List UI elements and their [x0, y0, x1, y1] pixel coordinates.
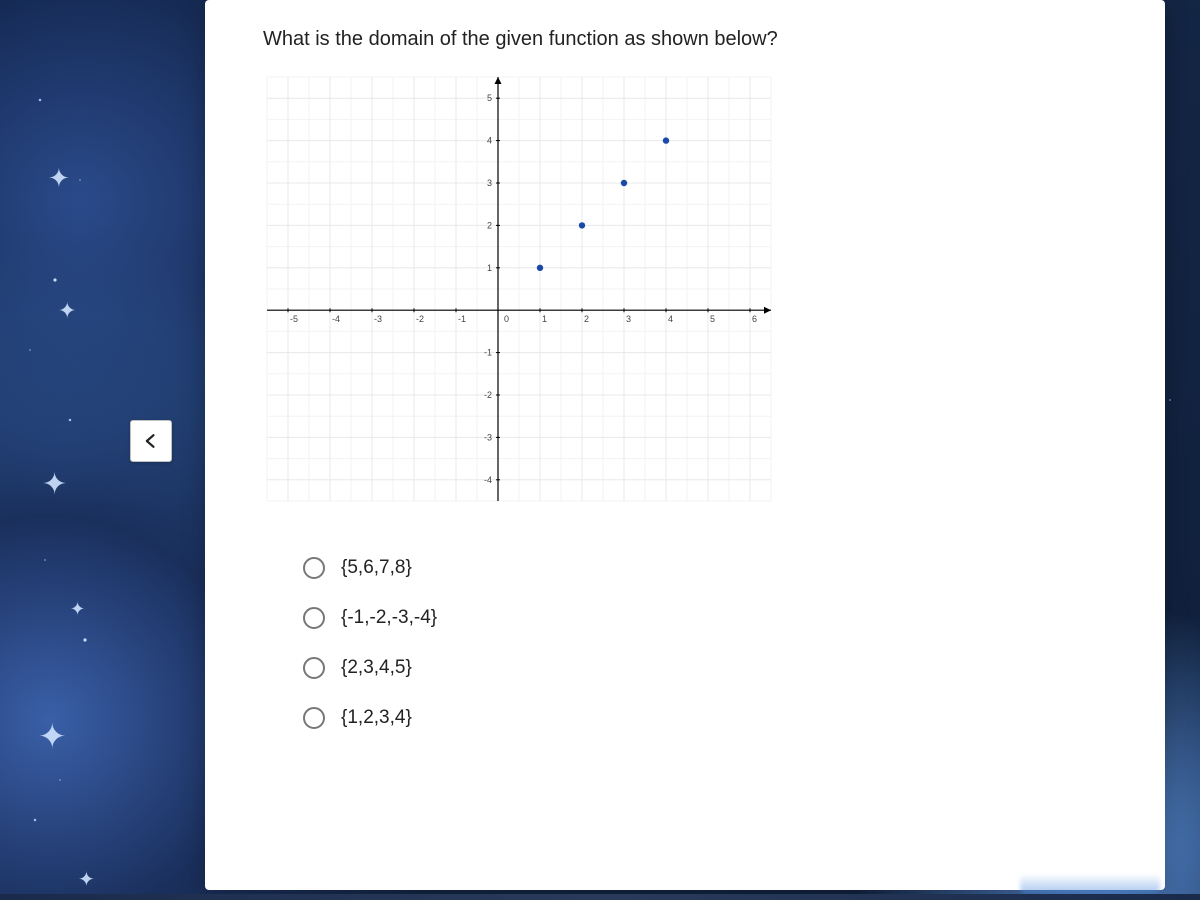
svg-text:-3: -3 — [484, 432, 492, 442]
answer-option-2[interactable]: {2,3,4,5} — [303, 657, 1117, 679]
svg-text:2: 2 — [584, 314, 589, 324]
sparkle-icon — [58, 300, 76, 322]
answer-option-1[interactable]: {-1,-2,-3,-4} — [303, 607, 1117, 629]
radio-icon — [303, 607, 325, 629]
decoration — [1020, 874, 1160, 894]
option-label: {2,3,4,5} — [341, 657, 412, 679]
sparkle-icon — [42, 470, 67, 500]
option-label: {-1,-2,-3,-4} — [341, 607, 437, 629]
svg-text:-2: -2 — [484, 390, 492, 400]
sparkle-icon — [48, 165, 70, 191]
svg-text:3: 3 — [487, 178, 492, 188]
question-text: What is the domain of the given function… — [263, 28, 1117, 51]
svg-text:4: 4 — [487, 136, 492, 146]
answer-option-0[interactable]: {5,6,7,8} — [303, 557, 1117, 579]
svg-text:5: 5 — [710, 314, 715, 324]
svg-text:1: 1 — [487, 263, 492, 273]
radio-icon — [303, 707, 325, 729]
svg-text:-1: -1 — [458, 314, 466, 324]
sparkle-icon — [70, 600, 85, 618]
svg-text:-1: -1 — [484, 348, 492, 358]
svg-text:0: 0 — [504, 314, 509, 324]
svg-text:4: 4 — [668, 314, 673, 324]
svg-text:5: 5 — [487, 93, 492, 103]
sparkle-icon — [38, 720, 67, 754]
prev-question-button[interactable] — [130, 420, 172, 462]
taskbar-edge — [0, 894, 1200, 900]
answer-options: {5,6,7,8} {-1,-2,-3,-4} {2,3,4,5} {1,2,3… — [303, 557, 1117, 729]
scatter-chart: -5 -4 -3 -2 -1 0 1 2 3 4 5 6 -4 -3 -2 -1 1 2 3 4 5 — [259, 69, 779, 509]
question-card: What is the domain of the given function… — [205, 0, 1165, 890]
svg-text:-5: -5 — [290, 314, 298, 324]
svg-text:-2: -2 — [416, 314, 424, 324]
radio-icon — [303, 657, 325, 679]
option-label: {1,2,3,4} — [341, 707, 412, 729]
function-graph: -5 -4 -3 -2 -1 0 1 2 3 4 5 6 -4 -3 -2 -1 1 2 3 4 5 — [259, 69, 779, 509]
svg-text:2: 2 — [487, 220, 492, 230]
svg-text:6: 6 — [752, 314, 757, 324]
desktop-background: What is the domain of the given function… — [0, 0, 1200, 900]
answer-option-3[interactable]: {1,2,3,4} — [303, 707, 1117, 729]
prev-arrow-icon — [141, 431, 161, 451]
radio-icon — [303, 557, 325, 579]
svg-text:-3: -3 — [374, 314, 382, 324]
svg-text:1: 1 — [542, 314, 547, 324]
sparkle-icon — [78, 870, 95, 890]
svg-text:3: 3 — [626, 314, 631, 324]
svg-text:-4: -4 — [484, 475, 492, 485]
svg-text:-4: -4 — [332, 314, 340, 324]
option-label: {5,6,7,8} — [341, 557, 412, 579]
